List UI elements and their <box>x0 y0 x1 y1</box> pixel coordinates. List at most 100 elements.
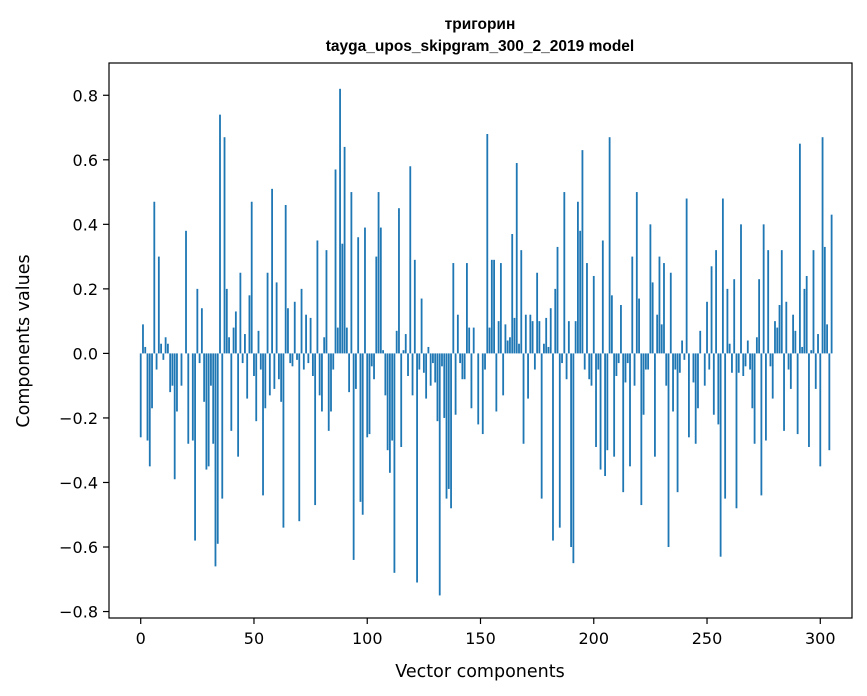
bar-206 <box>606 353 609 451</box>
bar-302 <box>823 246 826 354</box>
bar-23 <box>191 353 194 441</box>
bar-181 <box>549 308 552 354</box>
bar-299 <box>817 334 819 354</box>
bar-122 <box>416 353 418 583</box>
bar-68 <box>293 301 296 354</box>
bar-57 <box>268 353 271 396</box>
bar-162 <box>506 340 509 354</box>
bar-169 <box>522 353 525 444</box>
bar-28 <box>203 353 206 402</box>
bar-43 <box>237 353 240 457</box>
bar-135 <box>445 353 448 499</box>
bar-80 <box>321 353 323 412</box>
bar-217 <box>631 256 634 354</box>
bar-110 <box>388 353 391 473</box>
x-tick-label: 100 <box>352 629 383 648</box>
bar-145 <box>468 327 471 354</box>
bar-210 <box>615 353 618 376</box>
bar-177 <box>540 353 543 499</box>
bar-198 <box>588 353 591 380</box>
bar-186 <box>561 353 563 364</box>
x-axis-label: Vector components <box>395 662 564 682</box>
bar-171 <box>527 353 529 399</box>
bar-271 <box>753 353 756 444</box>
bar-149 <box>477 353 480 425</box>
bar-272 <box>755 337 758 354</box>
bar-42 <box>234 311 237 354</box>
bar-255 <box>717 353 720 425</box>
bar-53 <box>259 353 262 370</box>
bar-298 <box>814 353 817 389</box>
bar-232 <box>665 353 668 386</box>
bar-158 <box>497 321 500 354</box>
bar-235 <box>672 353 674 412</box>
bar-233 <box>667 353 670 548</box>
bar-163 <box>509 337 511 354</box>
x-tick-label: 50 <box>244 629 264 648</box>
bar-104 <box>375 256 378 354</box>
bar-9 <box>160 343 162 354</box>
bar-16 <box>176 353 178 412</box>
bar-237 <box>676 353 679 493</box>
bar-267 <box>744 353 747 367</box>
bar-290 <box>796 353 799 435</box>
bar-279 <box>771 353 774 399</box>
bar-254 <box>715 250 717 354</box>
bar-287 <box>789 353 792 389</box>
bar-182 <box>552 353 554 541</box>
bar-87 <box>336 327 339 354</box>
bar-24 <box>194 353 196 541</box>
bar-142 <box>461 353 464 380</box>
bar-170 <box>524 314 527 354</box>
bar-231 <box>663 263 665 354</box>
bar-225 <box>649 224 652 354</box>
bar-268 <box>746 340 749 354</box>
bar-13 <box>169 353 172 393</box>
bar-123 <box>418 353 421 370</box>
bar-167 <box>518 343 520 354</box>
bar-176 <box>538 321 541 354</box>
bar-88 <box>339 88 341 354</box>
bar-138 <box>452 263 455 354</box>
bar-297 <box>812 250 815 354</box>
bar-187 <box>563 192 566 354</box>
y-axis-label: Components values <box>14 254 34 427</box>
bar-211 <box>617 353 620 364</box>
bar-221 <box>640 353 643 506</box>
bar-147 <box>472 327 475 354</box>
bar-259 <box>726 288 729 354</box>
bar-154 <box>488 327 491 354</box>
bar-94 <box>352 353 355 560</box>
bar-76 <box>311 353 314 376</box>
bar-62 <box>280 353 283 402</box>
bar-246 <box>697 353 699 409</box>
bar-103 <box>373 353 375 380</box>
bar-222 <box>642 353 645 415</box>
bar-44 <box>239 272 242 354</box>
bar-291 <box>798 143 801 354</box>
bar-40 <box>230 353 233 431</box>
bar-134 <box>443 353 446 418</box>
bar-61 <box>277 353 280 380</box>
bar-4 <box>148 353 151 467</box>
bar-121 <box>413 259 416 354</box>
bar-293 <box>803 288 806 354</box>
bar-136 <box>447 353 450 489</box>
bar-249 <box>703 353 706 386</box>
bar-194 <box>579 230 582 354</box>
bar-97 <box>359 353 362 502</box>
bar-116 <box>402 350 405 354</box>
bar-199 <box>590 353 593 386</box>
bar-168 <box>520 250 523 354</box>
bar-195 <box>581 150 584 354</box>
bar-245 <box>694 353 697 444</box>
bar-227 <box>654 353 656 457</box>
bar-188 <box>565 353 568 380</box>
y-tick-label: −0.4 <box>59 473 98 492</box>
bar-200 <box>592 275 595 354</box>
bar-132 <box>438 353 441 596</box>
bar-41 <box>232 327 235 354</box>
bar-178 <box>543 343 545 354</box>
bar-126 <box>425 353 428 399</box>
bar-209 <box>613 353 616 457</box>
